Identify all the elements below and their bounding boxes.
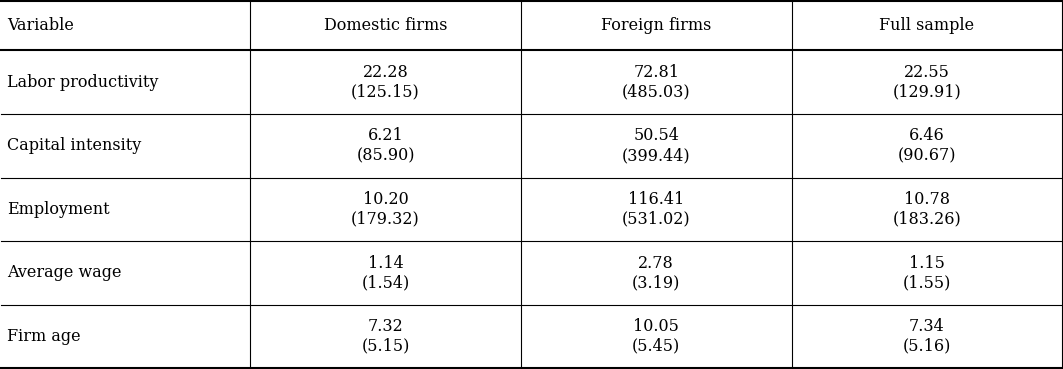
Text: (129.91): (129.91): [893, 83, 961, 100]
Text: (85.90): (85.90): [356, 147, 415, 164]
Text: (90.67): (90.67): [897, 147, 957, 164]
Text: 10.20: 10.20: [362, 191, 408, 208]
Text: (5.16): (5.16): [902, 338, 951, 355]
Text: Labor productivity: Labor productivity: [7, 74, 158, 91]
Text: (1.55): (1.55): [902, 274, 951, 291]
Text: Capital intensity: Capital intensity: [7, 137, 141, 154]
Text: Employment: Employment: [7, 201, 109, 218]
Text: Average wage: Average wage: [7, 265, 121, 282]
Text: (3.19): (3.19): [632, 274, 680, 291]
Text: 1.15: 1.15: [909, 255, 945, 272]
Text: Foreign firms: Foreign firms: [601, 17, 711, 34]
Text: 1.14: 1.14: [368, 255, 403, 272]
Text: Variable: Variable: [7, 17, 74, 34]
Text: Firm age: Firm age: [7, 328, 81, 345]
Text: 6.21: 6.21: [368, 127, 403, 144]
Text: 22.55: 22.55: [904, 64, 950, 81]
Text: 10.05: 10.05: [634, 318, 679, 335]
Text: (179.32): (179.32): [351, 211, 420, 228]
Text: Full sample: Full sample: [879, 17, 975, 34]
Text: 22.28: 22.28: [362, 64, 408, 81]
Text: 7.34: 7.34: [909, 318, 945, 335]
Text: (5.15): (5.15): [361, 338, 409, 355]
Text: (485.03): (485.03): [622, 83, 691, 100]
Text: (1.54): (1.54): [361, 274, 409, 291]
Text: (399.44): (399.44): [622, 147, 691, 164]
Text: 6.46: 6.46: [909, 127, 945, 144]
Text: (125.15): (125.15): [351, 83, 420, 100]
Text: 50.54: 50.54: [634, 127, 679, 144]
Text: 2.78: 2.78: [639, 255, 674, 272]
Text: Domestic firms: Domestic firms: [324, 17, 448, 34]
Text: (531.02): (531.02): [622, 211, 691, 228]
Text: 10.78: 10.78: [904, 191, 950, 208]
Text: 7.32: 7.32: [368, 318, 403, 335]
Text: 116.41: 116.41: [628, 191, 685, 208]
Text: 72.81: 72.81: [634, 64, 679, 81]
Text: (5.45): (5.45): [632, 338, 680, 355]
Text: (183.26): (183.26): [893, 211, 961, 228]
